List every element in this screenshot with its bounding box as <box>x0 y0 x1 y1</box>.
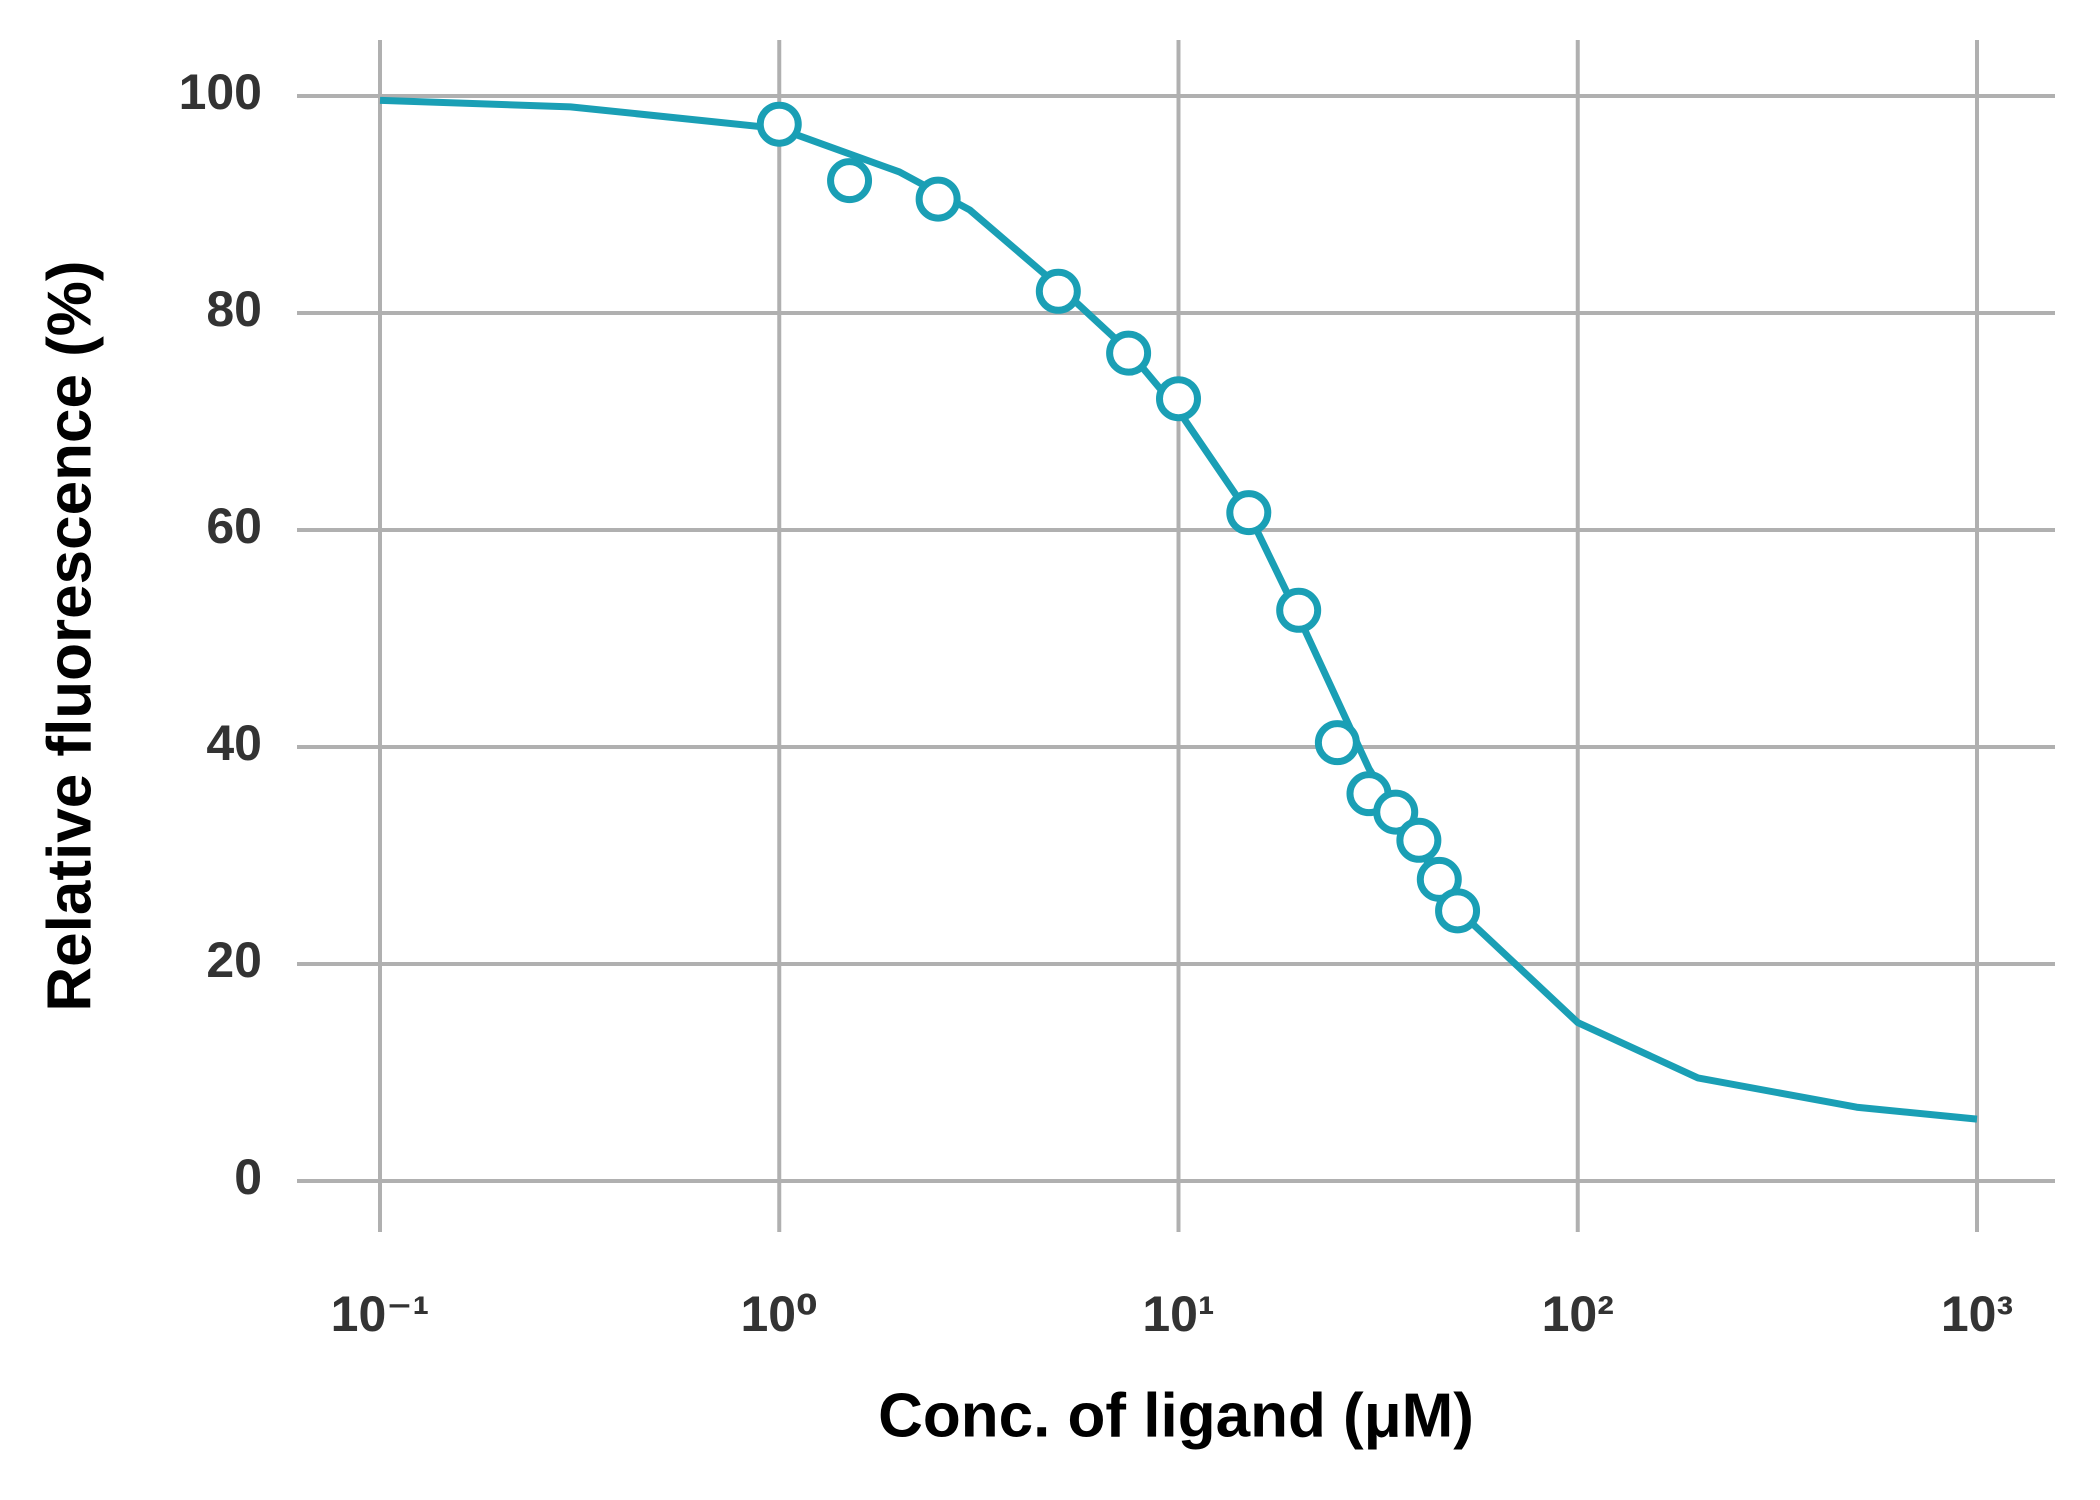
data-point <box>1106 330 1152 376</box>
x-tick-label: 10³ <box>1941 1286 2013 1342</box>
data-point <box>1396 817 1442 863</box>
y-tick-label: 100 <box>179 64 262 120</box>
x-axis-title: Conc. of ligand (μM) <box>878 1381 1474 1450</box>
data-point <box>1435 888 1481 934</box>
fit-curve <box>379 96 1978 1123</box>
data-point <box>915 176 961 222</box>
data-point <box>756 101 802 147</box>
x-tick-label: 10⁻¹ <box>331 1286 430 1342</box>
data-point <box>1226 490 1272 536</box>
y-axis-title: Relative fluorescence (%) <box>35 260 104 1011</box>
x-tick-label: 10¹ <box>1142 1286 1214 1342</box>
data-point <box>827 158 873 204</box>
x-tick-label: 10² <box>1542 1286 1614 1342</box>
y-tick-label: 0 <box>234 1149 262 1205</box>
y-tick-label: 40 <box>206 715 262 771</box>
y-tick-label: 80 <box>206 281 262 337</box>
data-point <box>1276 587 1322 633</box>
x-tick-label: 10⁰ <box>740 1286 818 1342</box>
data-point <box>1035 268 1081 314</box>
y-tick-label: 60 <box>206 498 262 554</box>
data-point <box>1314 720 1360 766</box>
data-point <box>1373 789 1419 835</box>
y-tick-label: 20 <box>206 932 262 988</box>
data-point <box>1156 376 1201 422</box>
